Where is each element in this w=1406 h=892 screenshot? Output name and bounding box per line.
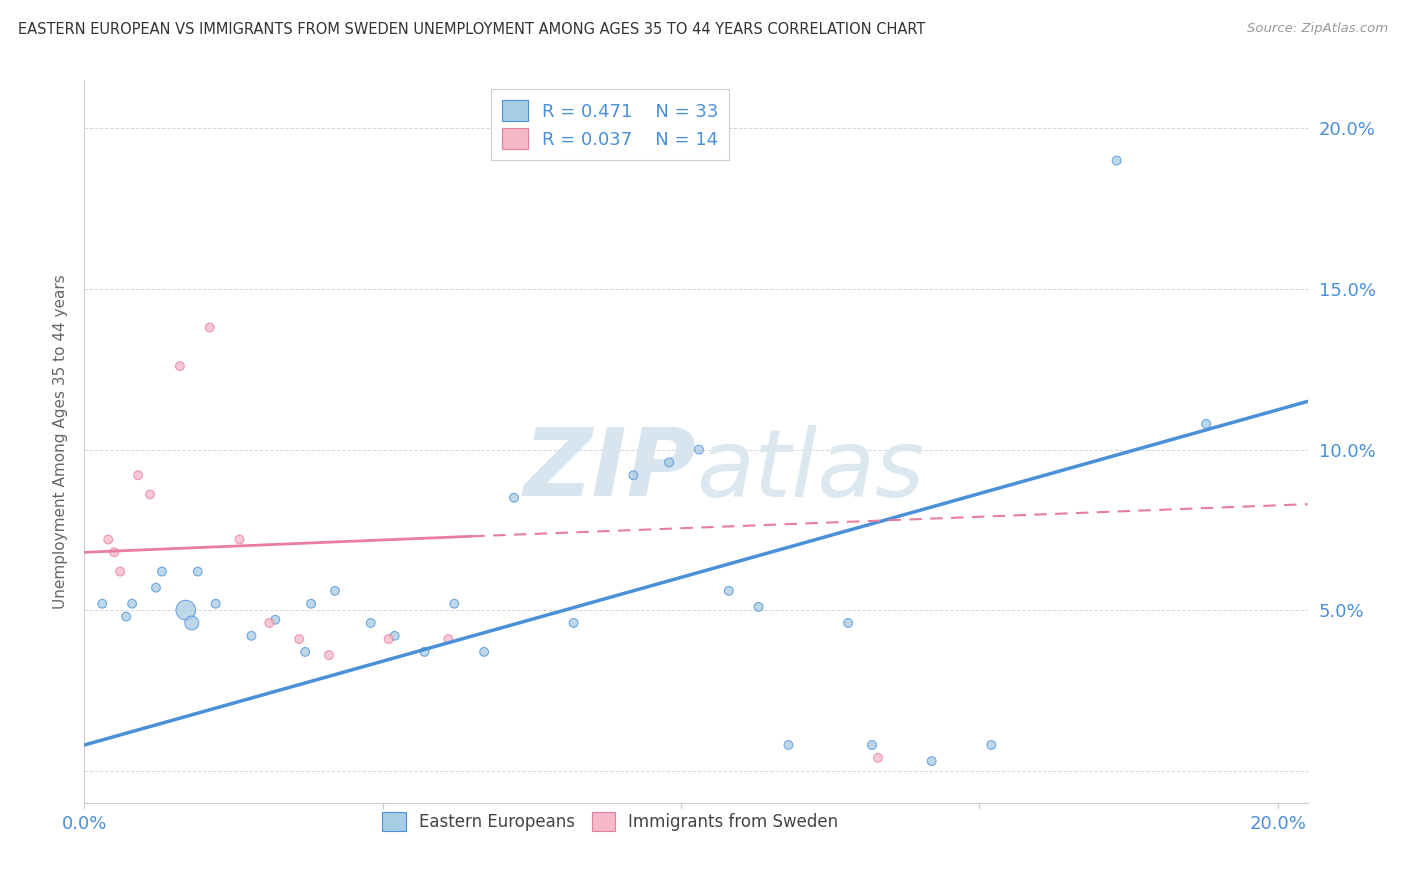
Point [437, 632, 460, 646]
Point [837, 615, 859, 630]
Point [377, 632, 399, 646]
Point [562, 615, 585, 630]
Point [472, 645, 495, 659]
Point [1195, 417, 1218, 431]
Point [717, 583, 740, 598]
Point [688, 442, 710, 457]
Point [980, 738, 1002, 752]
Point [127, 468, 149, 483]
Point [360, 615, 382, 630]
Point [413, 645, 436, 659]
Point [384, 629, 406, 643]
Text: ZIP: ZIP [523, 425, 696, 516]
Point [318, 648, 340, 662]
Point [621, 468, 644, 483]
Point [658, 455, 681, 469]
Point [860, 738, 883, 752]
Point [150, 565, 173, 579]
Point [97, 533, 120, 547]
Text: atlas: atlas [696, 425, 924, 516]
Point [503, 491, 526, 505]
Text: EASTERN EUROPEAN VS IMMIGRANTS FROM SWEDEN UNEMPLOYMENT AMONG AGES 35 TO 44 YEAR: EASTERN EUROPEAN VS IMMIGRANTS FROM SWED… [18, 22, 925, 37]
Point [198, 320, 221, 334]
Point [299, 597, 322, 611]
Point [259, 615, 281, 630]
Point [187, 565, 209, 579]
Point [145, 581, 167, 595]
Point [121, 597, 143, 611]
Point [174, 603, 197, 617]
Point [240, 629, 263, 643]
Point [778, 738, 800, 752]
Legend: Eastern Europeans, Immigrants from Sweden: Eastern Europeans, Immigrants from Swede… [375, 805, 845, 838]
Point [264, 613, 287, 627]
Point [169, 359, 191, 373]
Point [323, 583, 346, 598]
Point [1105, 153, 1128, 168]
Point [294, 645, 316, 659]
Point [115, 609, 138, 624]
Text: Source: ZipAtlas.com: Source: ZipAtlas.com [1247, 22, 1388, 36]
Point [108, 565, 131, 579]
Point [91, 597, 114, 611]
Y-axis label: Unemployment Among Ages 35 to 44 years: Unemployment Among Ages 35 to 44 years [52, 274, 67, 609]
Point [103, 545, 125, 559]
Point [288, 632, 311, 646]
Point [866, 751, 889, 765]
Point [921, 754, 943, 768]
Point [228, 533, 250, 547]
Point [748, 599, 770, 614]
Point [443, 597, 465, 611]
Point [180, 615, 202, 630]
Point [204, 597, 226, 611]
Point [139, 487, 162, 501]
